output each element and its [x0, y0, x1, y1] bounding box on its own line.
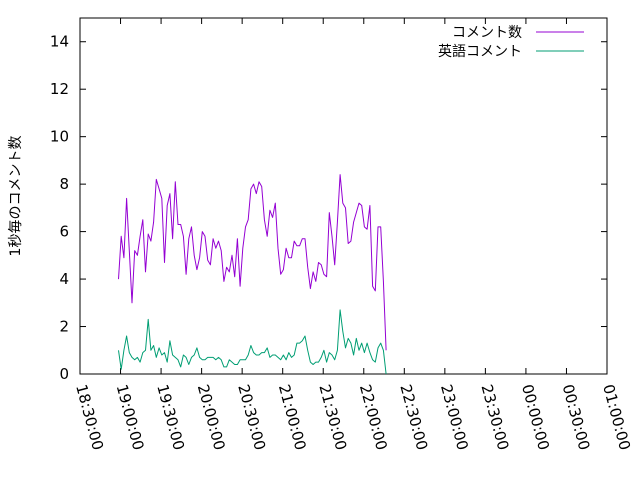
x-tick-label: 22:30:00 — [396, 382, 431, 452]
x-tick-label: 00:00:00 — [518, 382, 553, 452]
x-tick-label: 20:00:00 — [194, 382, 229, 452]
series-layer — [118, 174, 387, 375]
y-tick-label: 4 — [59, 270, 69, 288]
y-tick-label: 0 — [59, 365, 69, 383]
x-tick-label: 18:30:00 — [72, 382, 107, 452]
x-tick-label: 22:00:00 — [356, 382, 391, 452]
y-axis-ticks: 0 2 4 6 8 10 12 14 — [50, 33, 607, 383]
x-tick-label: 21:00:00 — [275, 382, 310, 452]
legend-label-0: コメント数 — [452, 25, 522, 41]
x-tick-label: 00:30:00 — [559, 382, 594, 452]
x-tick-label: 23:00:00 — [437, 382, 472, 452]
y-tick-label: 8 — [59, 175, 69, 193]
y-tick-label: 6 — [59, 223, 69, 241]
x-tick-label: 19:00:00 — [113, 382, 148, 452]
y-axis-label: 1秒毎のコメント数 — [8, 136, 24, 257]
series-line-0 — [118, 174, 387, 351]
x-tick-label: 20:30:00 — [234, 382, 269, 452]
x-tick-label: 21:30:00 — [315, 382, 350, 452]
x-axis-ticks: 18:30:00 19:00:00 19:30:00 20:00:00 20:30:00… — [72, 18, 634, 452]
x-tick-label: 23:30:00 — [478, 382, 513, 452]
legend-label-1: 英語コメント — [438, 43, 522, 60]
x-tick-label: 19:30:00 — [153, 382, 188, 452]
y-tick-label: 10 — [50, 128, 69, 146]
x-tick-label: 01:00:00 — [599, 382, 634, 452]
y-tick-label: 2 — [59, 318, 69, 336]
plot-frame — [79, 17, 608, 375]
y-tick-label: 12 — [50, 80, 69, 98]
y-tick-label: 14 — [50, 33, 69, 51]
series-line-1 — [118, 309, 387, 375]
